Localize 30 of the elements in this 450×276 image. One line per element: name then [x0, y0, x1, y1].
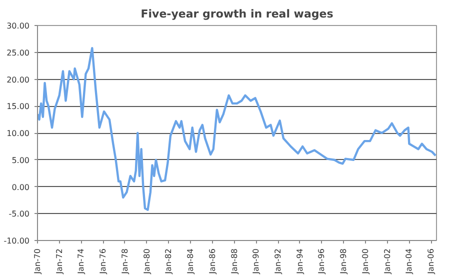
x-tick-label: Jan-72 — [54, 248, 64, 275]
y-tick-label: 5.00 — [12, 156, 30, 165]
y-tick-label: 10.00 — [6, 129, 30, 138]
x-tick-label: Jan-78 — [120, 248, 130, 275]
y-tick-label: -10.00 — [4, 236, 30, 246]
y-tick-label: -5.00 — [8, 210, 30, 219]
x-tick-label: Jan-94 — [295, 248, 304, 275]
y-tick-label: 15.00 — [6, 102, 30, 112]
x-tick-label: Jan-80 — [142, 248, 152, 275]
x-tick-label: Jan-92 — [274, 248, 283, 275]
x-tick-label: Jan-06 — [426, 248, 436, 275]
y-tick-label: 0.00 — [12, 182, 30, 192]
x-tick-label: Jan-86 — [208, 248, 217, 275]
x-tick-label: Jan-84 — [186, 248, 196, 275]
x-tick-label: Jan-00 — [360, 248, 370, 275]
x-tick-label: Jan-82 — [164, 248, 174, 275]
x-tick-label: Jan-98 — [339, 248, 348, 275]
x-tick-label: Jan-88 — [230, 248, 239, 275]
y-tick-label: 30.00 — [6, 22, 30, 30]
x-tick-label: Jan-74 — [76, 248, 86, 275]
line-series — [38, 46, 436, 211]
y-tick-label: 25.00 — [6, 48, 30, 58]
y-tick-label: 20.00 — [6, 75, 30, 84]
x-tick-label: Jan-04 — [404, 248, 414, 275]
x-tick-label: Jan-96 — [317, 248, 326, 275]
x-tick-label: Jan-70 — [33, 248, 42, 275]
chart-title: Five-year growth in real wages — [140, 8, 334, 20]
x-tick-label: Jan-02 — [382, 248, 392, 275]
x-tick-label: Jan-90 — [252, 248, 261, 275]
x-tick-label: Jan-76 — [98, 248, 108, 275]
